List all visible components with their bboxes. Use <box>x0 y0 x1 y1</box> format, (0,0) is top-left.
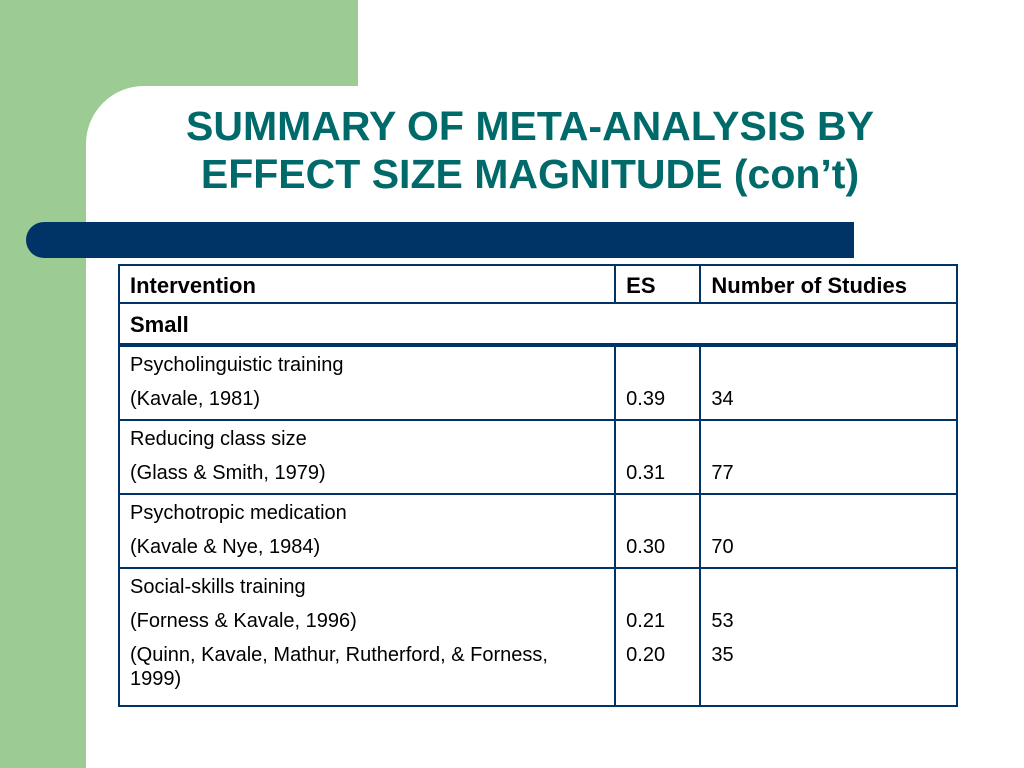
studies-cell: 53 35 <box>699 567 958 707</box>
studies-value: 34 <box>711 388 734 410</box>
es-value: 0.21 <box>626 610 666 632</box>
es-cell: 0.31 <box>614 419 702 495</box>
studies-cell: 34 <box>699 344 958 421</box>
intervention-cell: Psycholinguistic training (Kavale, 1981) <box>117 344 617 421</box>
table-header-row: Intervention ES Number of Studies <box>117 264 958 304</box>
intervention-topic: Psycholinguistic training <box>130 354 344 376</box>
intervention-topic: Psychotropic medication <box>130 502 347 524</box>
es-value: 0.20 <box>626 644 666 666</box>
studies-value: 53 <box>711 610 734 632</box>
intervention-cell: Reducing class size (Glass & Smith, 1979… <box>117 419 617 495</box>
slide-title-line-1: SUMMARY OF META-ANALYSIS BY <box>186 103 874 149</box>
es-cell: 0.30 <box>614 493 702 569</box>
intervention-citation: (Kavale, 1981) <box>130 388 261 410</box>
intervention-cell: Psychotropic medication (Kavale & Nye, 1… <box>117 493 617 569</box>
intervention-citation: (Kavale & Nye, 1984) <box>130 536 321 558</box>
studies-value: 35 <box>711 644 734 666</box>
es-value: 0.31 <box>626 462 666 484</box>
table-row: Psycholinguistic training (Kavale, 1981)… <box>117 344 958 421</box>
intervention-cell: Social-skills training (Forness & Kavale… <box>117 567 617 707</box>
studies-cell: 70 <box>699 493 958 569</box>
intervention-citation: (Glass & Smith, 1979) <box>130 462 326 484</box>
header-intervention: Intervention <box>117 264 617 304</box>
group-row-small: Small <box>118 302 958 347</box>
group-label: Small <box>118 302 958 347</box>
header-number-of-studies: Number of Studies <box>699 264 958 304</box>
es-value: 0.39 <box>626 388 666 410</box>
studies-value: 77 <box>711 462 734 484</box>
es-cell: 0.39 <box>614 344 702 421</box>
slide-title: SUMMARY OF META-ANALYSIS BY EFFECT SIZE … <box>96 102 964 198</box>
slide-title-line-2: EFFECT SIZE MAGNITUDE (con’t) <box>200 151 860 197</box>
intervention-topic: Social-skills training <box>130 576 306 598</box>
intervention-citation: (Quinn, Kavale, Mathur, Rutherford, & Fo… <box>130 644 548 690</box>
intervention-topic: Reducing class size <box>130 428 307 450</box>
table-row: Social-skills training (Forness & Kavale… <box>117 567 958 707</box>
es-cell: 0.21 0.20 <box>614 567 702 707</box>
intervention-citation: (Forness & Kavale, 1996) <box>130 610 357 632</box>
table-row: Reducing class size (Glass & Smith, 1979… <box>117 419 958 495</box>
studies-value: 70 <box>711 536 734 558</box>
header-es: ES <box>614 264 702 304</box>
title-divider-bar <box>26 222 854 258</box>
table-row: Psychotropic medication (Kavale & Nye, 1… <box>117 493 958 569</box>
meta-analysis-table: Intervention ES Number of Studies Small … <box>117 264 958 707</box>
es-value: 0.30 <box>626 536 666 558</box>
studies-cell: 77 <box>699 419 958 495</box>
